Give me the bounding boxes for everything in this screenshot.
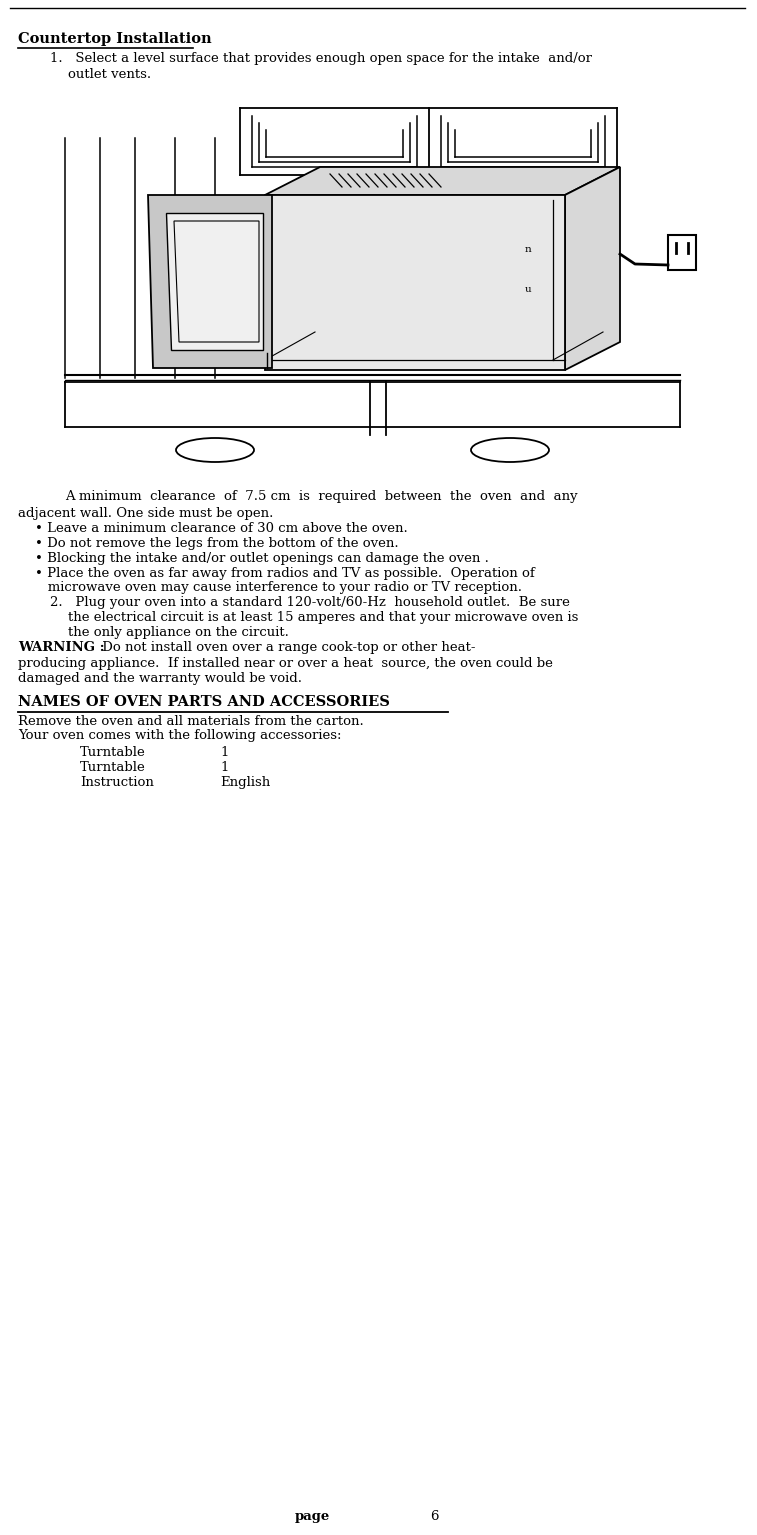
Text: the electrical circuit is at least 15 amperes and that your microwave oven is: the electrical circuit is at least 15 am… [68,611,578,625]
Polygon shape [668,235,696,270]
Text: Turntable: Turntable [80,746,146,758]
Text: A minimum  clearance  of  7.5 cm  is  required  between  the  oven  and  any: A minimum clearance of 7.5 cm is require… [65,490,578,503]
Text: 1.   Select a level surface that provides enough open space for the intake  and/: 1. Select a level surface that provides … [50,52,592,64]
Text: Remove the oven and all materials from the carton.: Remove the oven and all materials from t… [18,715,364,728]
Text: n: n [525,246,531,253]
Polygon shape [565,167,620,370]
Text: u: u [525,286,531,295]
Text: NAMES OF OVEN PARTS AND ACCESSORIES: NAMES OF OVEN PARTS AND ACCESSORIES [18,695,390,709]
Text: English: English [220,777,270,789]
Polygon shape [265,195,565,370]
Text: Instruction: Instruction [80,777,154,789]
Text: producing appliance.  If installed near or over a heat  source, the oven could b: producing appliance. If installed near o… [18,657,553,669]
Text: 2.   Plug your oven into a standard 120-volt/60-Hz  household outlet.  Be sure: 2. Plug your oven into a standard 120-vo… [50,596,570,609]
Text: 6: 6 [430,1510,438,1523]
Text: Turntable: Turntable [80,761,146,774]
Text: • Place the oven as far away from radios and TV as possible.  Operation of: • Place the oven as far away from radios… [35,566,534,580]
Text: the only appliance on the circuit.: the only appliance on the circuit. [68,626,289,639]
Polygon shape [166,213,263,350]
Text: • Leave a minimum clearance of 30 cm above the oven.: • Leave a minimum clearance of 30 cm abo… [35,522,408,536]
Text: 1: 1 [220,761,229,774]
Text: outlet vents.: outlet vents. [68,68,151,81]
Text: • Blocking the intake and/or outlet openings can damage the oven .: • Blocking the intake and/or outlet open… [35,553,489,565]
Text: microwave oven may cause interference to your radio or TV reception.: microwave oven may cause interference to… [35,582,522,594]
Text: Countertop Installation: Countertop Installation [18,32,212,46]
Text: 1: 1 [220,746,229,758]
Polygon shape [148,195,272,368]
Text: Do not install oven over a range cook-top or other heat-: Do not install oven over a range cook-to… [98,642,475,654]
Text: adjacent wall. One side must be open.: adjacent wall. One side must be open. [18,507,273,520]
Ellipse shape [471,437,549,462]
Polygon shape [265,167,620,195]
Text: Your oven comes with the following accessories:: Your oven comes with the following acces… [18,729,341,741]
Ellipse shape [176,437,254,462]
Text: damaged and the warranty would be void.: damaged and the warranty would be void. [18,672,302,685]
Text: WARNING :: WARNING : [18,642,109,654]
Text: page: page [295,1510,330,1523]
Text: • Do not remove the legs from the bottom of the oven.: • Do not remove the legs from the bottom… [35,537,399,550]
